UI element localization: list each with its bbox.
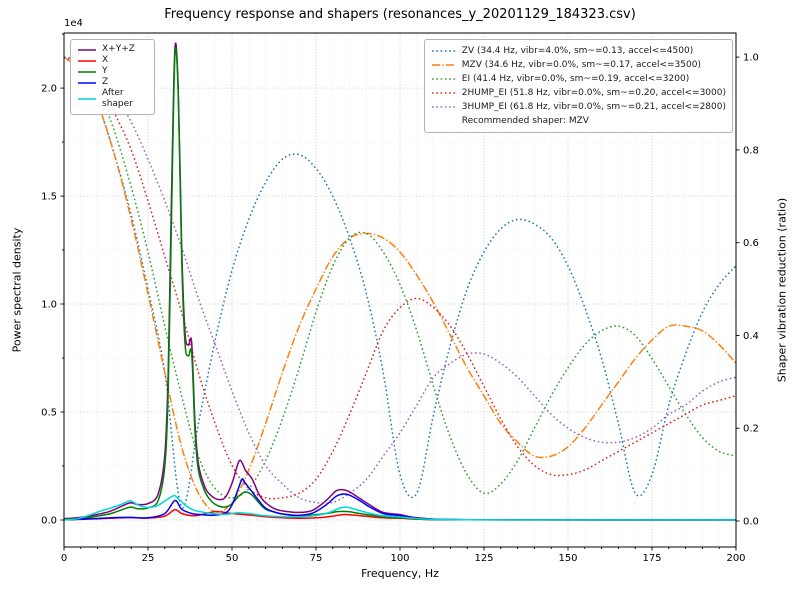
legend-item-y: Y [77,66,148,77]
legend-shapers: ZV (34.4 Hz, vibr=4.0%, sm~=0.13, accel<… [423,39,733,133]
y-right-tick-label: 0.4 [743,331,759,342]
y-left-tick-label: 1.0 [41,300,57,311]
legend-item-z: Z [77,77,148,88]
curve-shaper-ei [64,56,736,499]
curve-psd-after-shaper [64,494,736,521]
legend-item-zv: ZV (34.4 Hz, vibr=4.0%, sm~=0.13, accel<… [431,44,726,58]
y-right-tick-label: 0.8 [743,145,759,156]
legend-item-label: Y [102,66,108,76]
tick-labels: 0 25 50 75 100 125 150 175 200 0.0 0.5 1.0 1.5 2.0 0.0… [41,18,759,564]
x-tick-label: 100 [390,553,409,564]
legend-item-label: 2HUMP_EI (51.8 Hz, vibr=0.0%, sm~=0.20, … [461,88,726,98]
zv-line-swatch [431,46,457,56]
y-left-tick-label: 0.5 [41,408,57,419]
legend-item-label: 3HUMP_EI (61.8 Hz, vibr=0.0%, sm~=0.21, … [461,102,726,112]
x-axis-label: Frequency, Hz [361,567,439,580]
y-axis-label-left: Power spectral density [10,227,24,353]
legend-item-after-shaper: After shaper [77,88,148,110]
x-tick-label: 175 [642,553,661,564]
tick-marks [60,33,740,551]
y-right-tick-label: 0.6 [743,238,759,249]
legend-item-label: ZV (34.4 Hz, vibr=4.0%, sm~=0.13, accel<… [461,46,694,56]
legend-item-label: Z [102,77,109,87]
x-tick-label: 75 [310,553,323,564]
legend-item-label: After shaper [102,88,133,109]
y-left-tick-label: 2.0 [41,84,57,95]
legend-item-mzv: MZV (34.6 Hz, vibr=0.0%, sm~=0.17, accel… [431,58,726,72]
y-right-tick-label: 1.0 [743,53,759,64]
x-tick-label: 125 [474,553,493,564]
y-left-tick-label: 1.5 [41,192,57,203]
legend-item-x: X [77,55,148,66]
y-right-tick-label: 0.2 [743,424,759,435]
legend-item-label: MZV (34.6 Hz, vibr=0.0%, sm~=0.17, accel… [461,60,701,70]
sum-line-swatch [77,45,97,55]
ei-line-swatch [431,74,457,84]
psd-curves [64,42,736,521]
y-axis-label-right: Shaper vibration reduction (ratio) [775,197,789,383]
y-left-tick-label: 0.0 [41,516,57,527]
recommended-shaper-text: Recommended shaper: MZV [461,116,589,126]
legend-psd: X+Y+Z X Y Z After shaper [70,39,155,115]
2hump-ei-line-swatch [431,88,457,98]
legend-item-label: X+Y+Z [102,44,135,54]
curve-shaper-mzv [64,56,736,513]
axis-offset-text: 1e4 [64,18,83,29]
3hump-ei-line-swatch [431,102,457,112]
mzv-line-swatch [431,60,457,70]
x-tick-label: 25 [142,553,155,564]
legend-item-3hump-ei: 3HUMP_EI (61.8 Hz, vibr=0.0%, sm~=0.21, … [431,100,726,114]
legend-item-sum: X+Y+Z [77,44,148,55]
y-line-swatch [77,67,97,77]
shaper-curves [64,56,736,513]
y-right-tick-label: 0.0 [743,517,759,528]
legend-item-label: EI (41.4 Hz, vibr=0.0%, sm~=0.19, accel<… [461,74,690,84]
after-shaper-line-swatch [77,94,97,104]
legend-item-2hump-ei: 2HUMP_EI (51.8 Hz, vibr=0.0%, sm~=0.20, … [431,86,726,100]
x-tick-label: 0 [61,553,67,564]
curve-psd-z [64,478,736,521]
curve-psd-x-y-z [64,42,736,521]
curve-psd-y [64,47,736,521]
x-tick-label: 200 [726,553,745,564]
grid-minor [64,33,736,547]
curve-shaper-zv [64,56,736,509]
legend-item-label: X [102,55,109,65]
x-tick-label: 50 [226,553,239,564]
x-line-swatch [77,56,97,66]
chart-title: Frequency response and shapers (resonanc… [164,7,636,22]
z-line-swatch [77,78,97,88]
legend-item-ei: EI (41.4 Hz, vibr=0.0%, sm~=0.19, accel<… [431,72,726,86]
x-tick-label: 150 [558,553,577,564]
